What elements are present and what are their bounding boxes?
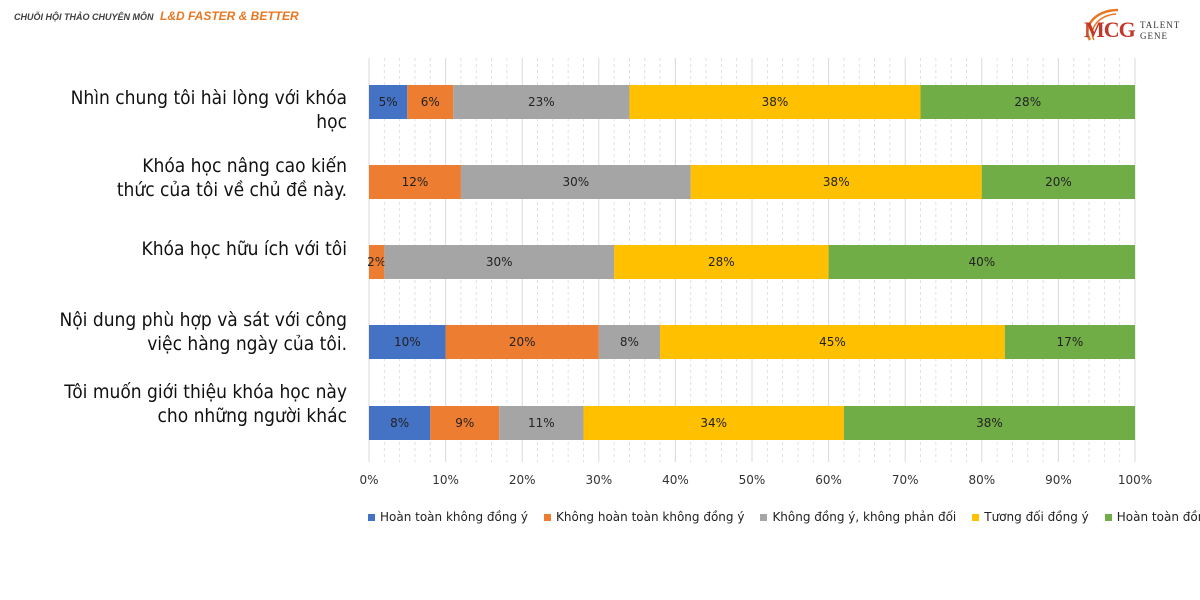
category-label-line: Nhìn chung tôi hài lòng với khóa [70,87,347,109]
bar-segment [369,406,431,440]
x-tick-label: 50% [739,473,766,487]
legend-label: Hoàn toàn không đồng ý [380,510,528,524]
bar-segment [843,406,1135,440]
data-label: 34% [700,416,727,430]
bar-segment [598,325,661,359]
data-label: 8% [390,416,409,430]
bar-segment [445,325,599,359]
category-label-line: cho những người khác [157,405,347,427]
data-label: 28% [1014,95,1041,109]
data-label: 30% [562,175,589,189]
bar-segment [430,406,500,440]
legend-label: Hoàn toàn đồng ý [1116,510,1200,524]
logo-sub-gene: GENE [1140,31,1168,41]
data-label: 45% [819,335,846,349]
bar-segment [981,165,1135,199]
category-label-line: Tôi muốn giới thiệu khóa học này [64,381,347,403]
data-label: 9% [455,416,474,430]
category-label: Khóa học hữu ích với tôi [27,237,347,261]
legend-swatch [1104,513,1112,521]
data-label: 30% [486,255,513,269]
bar-segment [369,245,385,279]
chart-legend: Hoàn toàn không đồng ý Không hoàn toàn kh… [368,510,1200,524]
category-label: Tôi muốn giới thiệu khóa học này cho nhữn… [27,380,347,428]
x-tick-label: 70% [892,473,919,487]
bar-segment [499,406,584,440]
bar-segment [629,85,921,119]
data-label: 38% [976,416,1003,430]
data-label: 28% [708,255,735,269]
category-label: Nội dung phù hợp và sát với công việc hàn… [27,308,347,356]
bar-segment [384,245,615,279]
data-label: 23% [528,95,555,109]
bar-segment [1004,325,1135,359]
bar-segment [690,165,982,199]
data-label: 40% [968,255,995,269]
data-label: 12% [402,175,429,189]
x-tick-label: 90% [1045,473,1072,487]
legend-item: Không đồng ý, không phản đối [760,510,956,524]
data-label: 6% [421,95,440,109]
x-tick-label: 100% [1118,473,1152,487]
data-label: 5% [379,95,398,109]
data-label: 20% [1045,175,1072,189]
legend-swatch [544,513,551,521]
data-label: 2% [367,255,386,269]
legend-label: Tương đối đồng ý [984,510,1089,524]
bar-segment [460,165,691,199]
x-tick-label: 30% [585,473,612,487]
x-tick-label: 0% [359,473,378,487]
category-label-line: việc hàng ngày của tôi. [147,333,347,355]
category-label-line: Khóa học hữu ích với tôi [141,238,347,260]
header-series: CHUỖI HỘI THẢO CHUYÊN MÔN L&D FASTER & B… [14,9,299,23]
legend-item: Hoàn toàn không đồng ý [368,510,528,524]
logo-sub-talent: TALENT [1140,20,1181,30]
data-label: 20% [509,335,536,349]
category-label-line: Khóa học nâng cao kiến [142,155,347,177]
legend-item: Hoàn toàn đồng ý [1104,510,1200,524]
bar-segment [369,325,446,359]
category-label-line: học [316,111,347,133]
x-tick-label: 40% [662,473,689,487]
category-label: Khóa học nâng cao kiến thức của tôi về ch… [27,154,347,202]
bar-segment [583,406,844,440]
bar-segment [614,245,829,279]
data-label: 11% [528,416,555,430]
category-label-line: thức của tôi về chủ đề này. [116,179,347,201]
data-label: 10% [394,335,421,349]
brand-label: L&D FASTER & BETTER [160,9,299,23]
x-tick-label: 10% [432,473,459,487]
logo-arc-icon [1086,8,1119,41]
bar-segment [453,85,630,119]
bar-segment [660,325,1005,359]
series-label: CHUỖI HỘI THẢO CHUYÊN MÔN [14,12,154,22]
legend-item: Tương đối đồng ý [972,510,1089,524]
bar-segment [369,165,461,199]
legend-swatch [368,513,375,521]
x-tick-label: 80% [968,473,995,487]
legend-label: Không hoàn toàn không đồng ý [556,510,745,524]
mcg-logo: MCG TALENT GENE [1060,4,1190,48]
x-tick-label: 20% [509,473,536,487]
data-label: 38% [823,175,850,189]
data-label: 8% [620,335,639,349]
bar-segment [920,85,1135,119]
category-label-line: Nội dung phù hợp và sát với công [59,309,347,331]
legend-swatch [760,513,768,521]
legend-label: Không đồng ý, không phản đối [772,510,957,524]
legend-swatch [972,513,980,521]
data-label: 38% [762,95,789,109]
logo-mark: MCG [1084,17,1136,42]
category-label: Nhìn chung tôi hài lòng với khóa học [27,86,347,134]
bar-segment [369,85,408,119]
bar-segment [407,85,454,119]
x-tick-label: 60% [815,473,842,487]
bar-segment [828,245,1135,279]
legend-item: Không hoàn toàn không đồng ý [544,510,744,524]
data-label: 17% [1057,335,1084,349]
